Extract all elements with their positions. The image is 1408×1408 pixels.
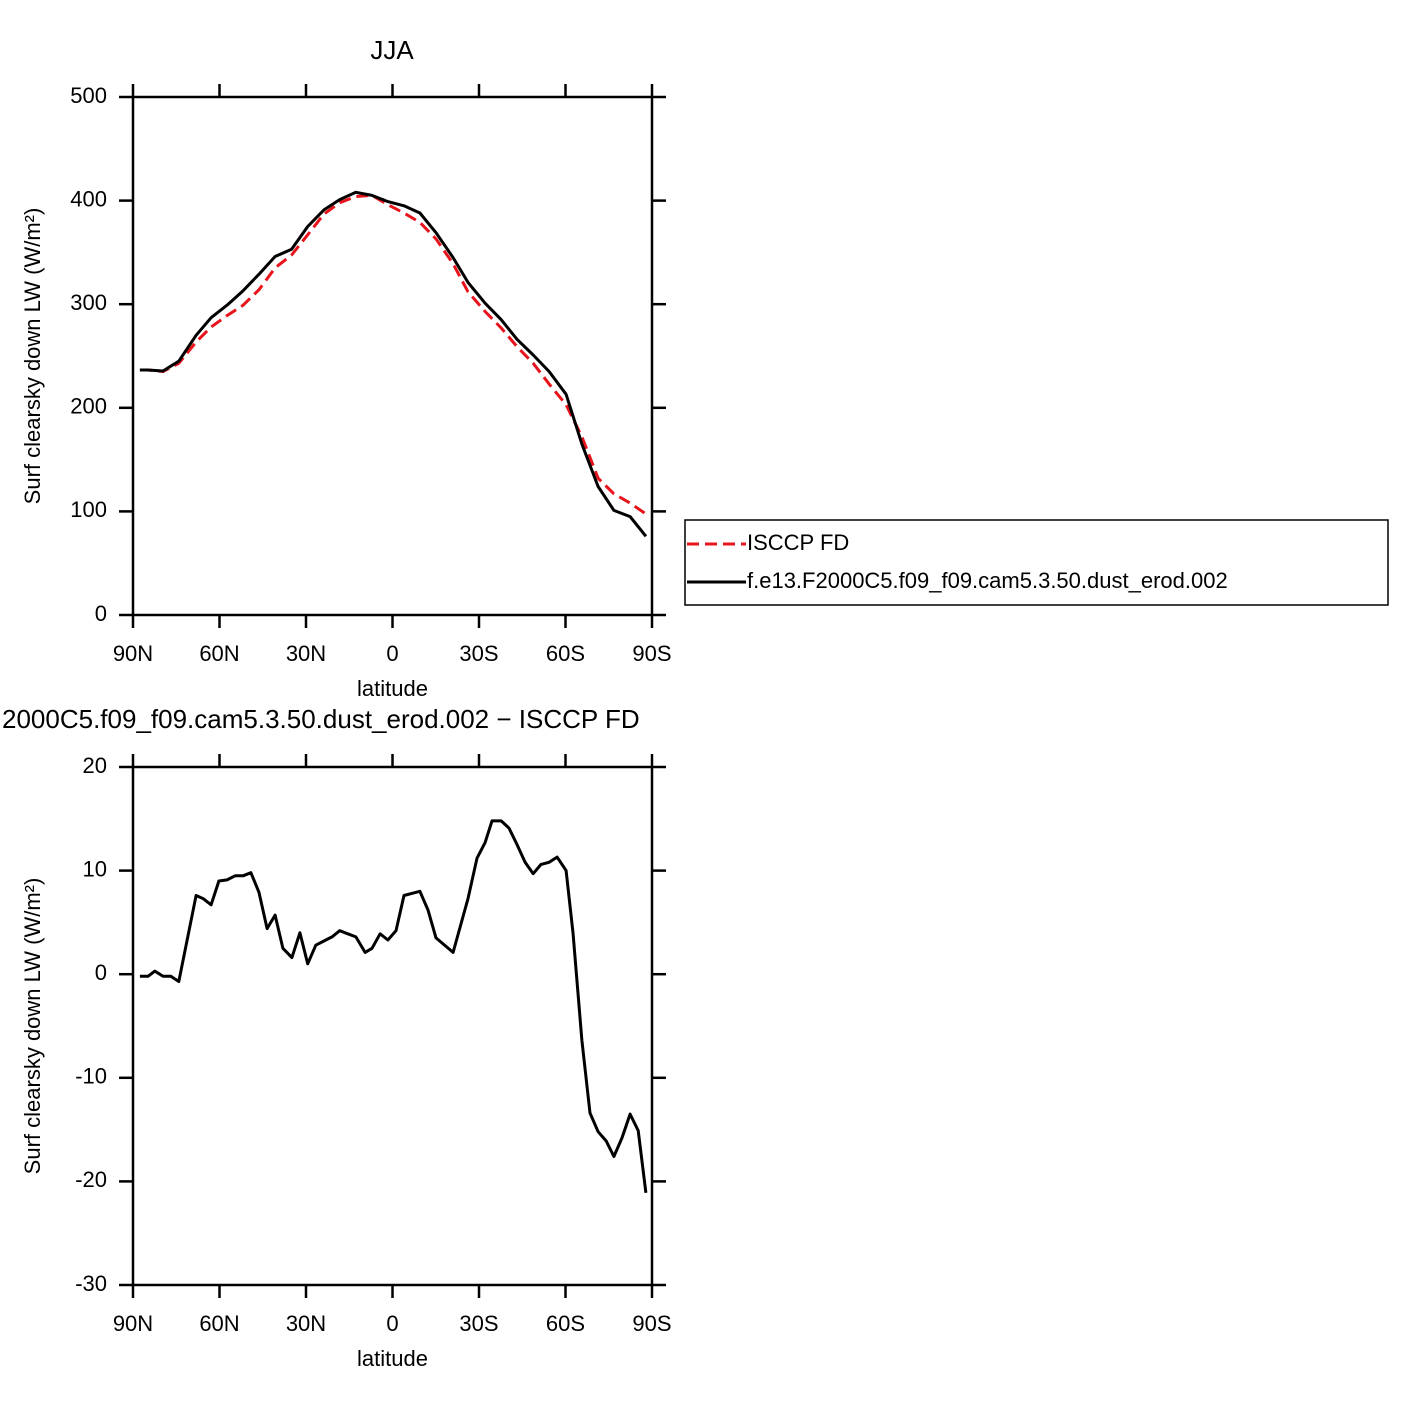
data-line: [139, 819, 648, 1193]
x-tick-label: 90N: [113, 1311, 153, 1336]
chart-title: 2000C5.f09_f09.cam5.3.50.dust_erod.002 −…: [2, 704, 640, 734]
y-tick-label: 10: [83, 856, 107, 881]
data-line: [139, 190, 648, 538]
x-tick-label: 60S: [546, 1311, 585, 1336]
legend-box: [684, 519, 1389, 606]
x-axis-label: latitude: [357, 676, 428, 701]
x-tick-label: 30S: [459, 1311, 498, 1336]
y-tick-label: 200: [70, 394, 107, 419]
x-axis-label: latitude: [357, 1346, 428, 1371]
x-tick-label: 60S: [546, 641, 585, 666]
y-tick-label: 300: [70, 290, 107, 315]
x-tick-label: 60N: [199, 1311, 239, 1336]
y-tick-label: 400: [70, 186, 107, 211]
y-axis-label: Surf clearsky down LW (W/m²): [20, 208, 45, 505]
y-tick-label: 500: [70, 83, 107, 108]
x-tick-label: 30S: [459, 641, 498, 666]
y-tick-label: -10: [75, 1064, 107, 1089]
x-tick-label: 0: [386, 641, 398, 666]
x-tick-label: 90N: [113, 641, 153, 666]
x-tick-label: 30N: [286, 1311, 326, 1336]
y-tick-label: 0: [95, 960, 107, 985]
legend-label: f.e13.F2000C5.f09_f09.cam5.3.50.dust_ero…: [747, 568, 1228, 593]
plot-frame: [131, 765, 654, 1287]
y-tick-label: 100: [70, 497, 107, 522]
y-axis-label: Surf clearsky down LW (W/m²): [20, 878, 45, 1175]
x-tick-label: 90S: [632, 641, 671, 666]
x-tick-label: 30N: [286, 641, 326, 666]
y-tick-label: -30: [75, 1271, 107, 1296]
x-tick-label: 90S: [632, 1311, 671, 1336]
data-line: [139, 193, 647, 516]
legend-label: ISCCP FD: [747, 530, 849, 555]
x-tick-label: 60N: [199, 641, 239, 666]
x-tick-label: 0: [386, 1311, 398, 1336]
plot-frame: [131, 95, 654, 617]
chart-title: JJA: [370, 35, 414, 65]
y-tick-label: 20: [83, 753, 107, 778]
y-tick-label: -20: [75, 1167, 107, 1192]
y-tick-label: 0: [95, 601, 107, 626]
